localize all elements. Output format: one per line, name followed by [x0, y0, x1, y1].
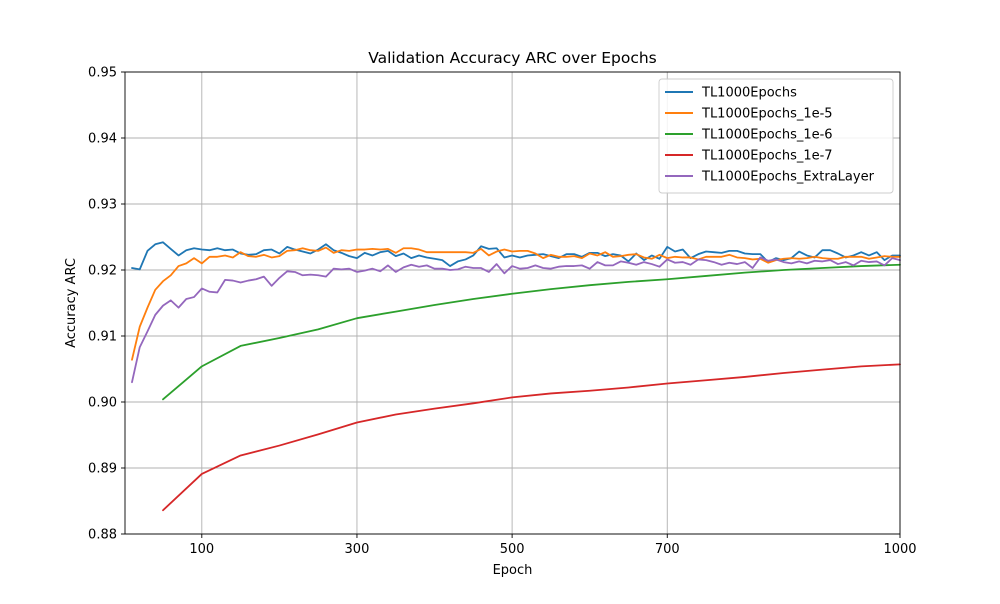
series-lines [131, 241, 901, 512]
y-axis-label: Accuracy ARC [64, 258, 79, 348]
legend-label: TL1000Epochs_1e-5 [701, 107, 833, 122]
x-axis-ticks: 100 300 500 700 1000 [189, 534, 917, 557]
y-tick-label: 0.94 [88, 132, 117, 147]
y-tick-label: 0.90 [88, 396, 117, 411]
series-line-3 [162, 363, 901, 512]
y-tick-label: 0.88 [88, 528, 117, 543]
y-tick-label: 0.91 [88, 330, 117, 345]
legend-box [658, 78, 894, 194]
legend-label: TL1000Epochs_1e-6 [701, 128, 833, 143]
x-tick-label: 300 [345, 542, 370, 557]
y-tick-label: 0.92 [88, 264, 117, 279]
series-line-4 [131, 256, 901, 384]
series-line-1 [131, 246, 901, 361]
legend-label: TL1000Epochs [701, 86, 797, 101]
legend-label: TL1000Epochs_1e-7 [701, 149, 833, 164]
legend: TL1000Epochs TL1000Epochs_1e-5 TL1000Epoch… [658, 78, 894, 194]
chart-title: Validation Accuracy ARC over Epochs [368, 49, 657, 67]
series-line-2 [162, 263, 901, 401]
x-tick-label: 500 [500, 542, 525, 557]
x-tick-label: 100 [189, 542, 214, 557]
y-tick-label: 0.89 [88, 462, 117, 477]
y-tick-label: 0.95 [88, 66, 117, 81]
y-axis-ticks: 0.88 0.89 0.90 0.91 0.92 0.93 0.94 0.95 [88, 66, 125, 543]
legend-label: TL1000Epochs_ExtraLayer [701, 170, 875, 185]
x-axis-label: Epoch [493, 563, 533, 578]
x-tick-label: 1000 [883, 542, 916, 557]
x-tick-label: 700 [655, 542, 680, 557]
y-tick-label: 0.93 [88, 198, 117, 213]
